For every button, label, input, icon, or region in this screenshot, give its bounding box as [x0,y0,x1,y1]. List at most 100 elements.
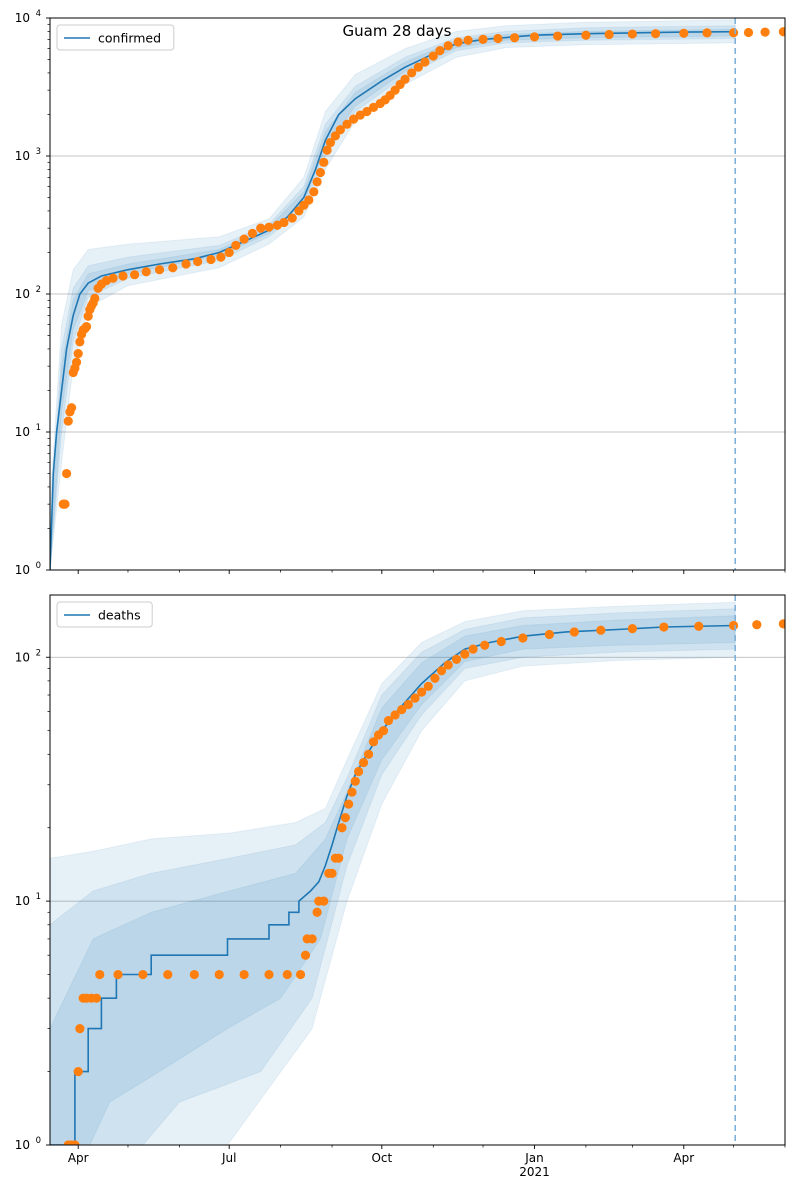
observed-point [337,823,347,833]
observed-point [627,624,637,634]
observed-point [66,403,77,413]
observed-point [480,640,490,650]
y-tick-exponent: 2 [36,285,41,295]
observed-point [363,749,374,759]
observed-point [403,699,413,710]
y-tick-label: 10 [15,425,30,439]
observed-point [287,213,297,223]
observed-point [378,726,389,736]
observed-point [463,35,473,45]
x-tick-label: Jan [524,1151,544,1165]
observed-point [256,223,266,233]
observed-point [468,644,478,654]
observed-point [81,322,92,332]
observed-point [383,715,394,726]
observed-point [327,868,337,878]
uncertainty-band [50,28,736,570]
confirmed-panel-plot-area [50,19,785,570]
observed-point [428,51,438,61]
observed-point [354,766,364,777]
y-tick-label: 10 [15,287,30,301]
observed-point [743,27,754,38]
observed-point [304,195,314,205]
x-tick-label: Apr [673,1151,694,1165]
x-tick-label: Jul [221,1151,236,1165]
observed-point [417,687,427,697]
y-tick-exponent: 2 [36,648,41,658]
observed-point [163,969,173,980]
y-tick-label: 10 [15,1138,30,1152]
observed-point [61,468,72,479]
observed-point [312,177,322,187]
observed-point [75,337,85,347]
legend: deaths [56,601,153,628]
observed-point [460,649,470,659]
observed-point [118,271,128,281]
y-tick-label: 10 [15,149,30,163]
legend-label: confirmed [98,31,161,46]
observed-point [702,28,712,38]
observed-point [413,62,423,72]
observed-point [282,969,292,980]
observed-point [451,654,462,664]
observed-point [279,217,289,228]
observed-point [436,666,447,676]
observed-point [307,934,317,944]
deaths-panel-plot-area [50,601,785,1145]
y-tick-label: 10 [15,894,30,908]
observed-point [350,776,360,786]
legend-box [56,24,175,51]
observed-point [496,636,506,647]
observed-point [368,102,379,112]
observed-point [509,33,520,43]
legend: confirmed [56,24,175,51]
observed-point [400,74,410,84]
deaths-panel: 10 0 10 1 10 2 Apr Jul Oct Jan Apr 2021 deaths [15,594,786,1179]
observed-point [312,907,322,917]
observed-point [443,660,453,670]
observed-point [340,813,350,823]
confirmed-panel: 10 0 10 1 10 2 10 3 10 4 confirmed [15,9,786,577]
observed-point [231,240,241,250]
observed-point [63,416,73,426]
uncertainty-band [50,25,736,570]
observed-point [694,621,704,631]
observed-point [264,969,274,980]
observed-point [73,348,83,359]
observed-point [569,627,579,637]
observed-point [319,157,329,167]
observed-point [193,256,203,267]
observed-point [95,969,105,980]
observed-point [553,31,563,41]
observed-point [113,969,123,980]
observed-point [430,673,440,683]
observed-point [397,705,407,715]
observed-point [596,625,606,635]
observed-point [728,28,739,38]
axes-frame [49,594,786,1146]
observed-point [216,252,226,262]
observed-point [247,228,258,238]
figure-title: Guam 28 days [343,22,452,40]
observed-point [358,757,369,768]
y-tick-exponent: 3 [36,147,41,157]
y-tick-exponent: 0 [36,1136,41,1146]
observed-point [90,293,100,303]
observed-point [330,131,340,141]
observed-point [181,259,191,269]
observed-point [443,41,453,51]
observed-point [518,633,528,643]
observed-point [334,853,344,863]
observed-point [627,29,637,39]
y-tick-exponent: 4 [36,9,41,19]
observed-point [138,969,148,980]
observed-point [760,27,770,37]
legend-label: deaths [98,608,141,623]
y-tick-label: 10 [15,650,30,664]
observed-point [420,57,430,67]
observed-point [73,1066,83,1077]
observed-point [239,969,249,980]
observed-point [70,1140,80,1145]
observed-point [435,46,445,56]
